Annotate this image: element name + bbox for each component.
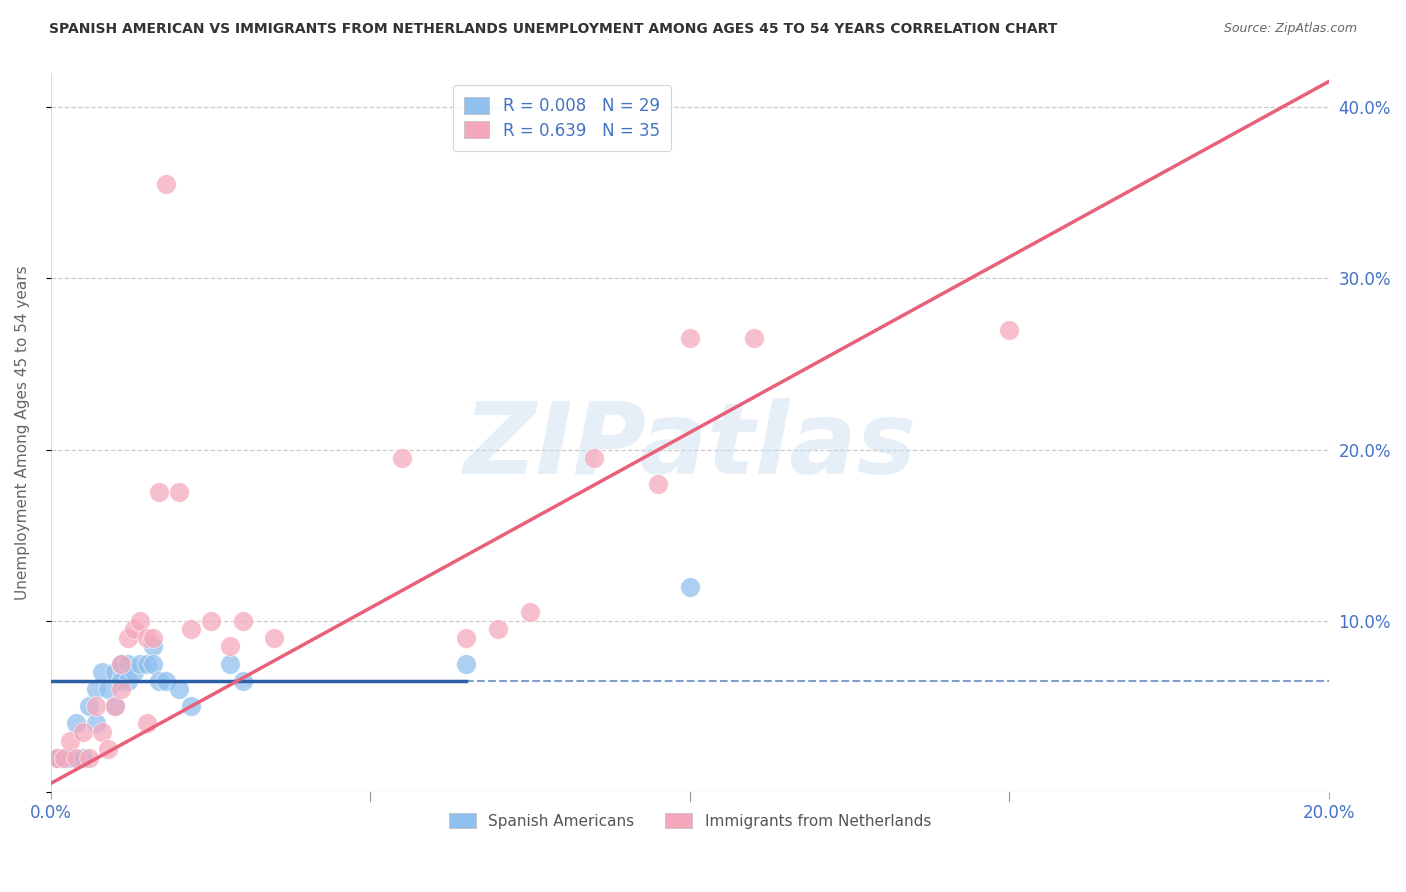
Point (65, 716, 87, 731)
Point (72, 750, 94, 764)
Point (117, 657, 139, 671)
Point (59, 750, 82, 764)
Point (519, 605, 541, 619)
Point (46, 750, 69, 764)
Point (117, 673, 139, 688)
Point (142, 640, 165, 654)
Point (135, 631, 157, 645)
Text: SPANISH AMERICAN VS IMMIGRANTS FROM NETHERLANDS UNEMPLOYMENT AMONG AGES 45 TO 54: SPANISH AMERICAN VS IMMIGRANTS FROM NETH… (49, 22, 1057, 37)
Point (84, 716, 107, 731)
Point (52, 750, 75, 764)
Point (84, 699, 107, 714)
Point (679, 331, 702, 345)
Point (180, 699, 202, 714)
Point (142, 631, 165, 645)
Point (218, 657, 240, 671)
Point (679, 580, 702, 594)
Point (486, 623, 509, 637)
Point (52, 750, 75, 764)
Point (148, 485, 170, 500)
Point (110, 682, 132, 697)
Point (231, 614, 253, 628)
Text: Source: ZipAtlas.com: Source: ZipAtlas.com (1223, 22, 1357, 36)
Point (104, 699, 127, 714)
Point (104, 699, 127, 714)
Point (129, 657, 152, 671)
Point (218, 640, 240, 654)
Point (97, 682, 120, 697)
Point (72, 725, 94, 739)
Text: ZIPatlas: ZIPatlas (463, 399, 917, 495)
Point (742, 331, 765, 345)
Legend: Spanish Americans, Immigrants from Netherlands: Spanish Americans, Immigrants from Nethe… (443, 806, 938, 835)
Point (135, 657, 157, 671)
Y-axis label: Unemployment Among Ages 45 to 54 years: Unemployment Among Ages 45 to 54 years (15, 265, 30, 599)
Point (142, 657, 165, 671)
Point (110, 657, 132, 671)
Point (122, 623, 145, 637)
Point (91, 665, 114, 680)
Point (77, 699, 100, 714)
Point (391, 451, 413, 466)
Point (148, 673, 170, 688)
Point (167, 485, 190, 500)
Point (59, 733, 82, 747)
Point (200, 614, 222, 628)
Point (84, 682, 107, 697)
Point (129, 614, 152, 628)
Point (135, 716, 157, 731)
Point (77, 750, 100, 764)
Point (65, 750, 87, 764)
Point (231, 673, 253, 688)
Point (647, 476, 669, 491)
Point (104, 665, 127, 680)
Point (91, 725, 114, 739)
Point (122, 665, 145, 680)
Point (97, 742, 120, 756)
Point (110, 673, 132, 688)
Point (263, 631, 285, 645)
Point (155, 178, 177, 192)
Point (46, 750, 69, 764)
Point (998, 323, 1021, 337)
Point (180, 623, 202, 637)
Point (582, 451, 605, 466)
Point (167, 682, 190, 697)
Point (456, 631, 478, 645)
Point (456, 657, 478, 671)
Point (117, 631, 139, 645)
Point (155, 673, 177, 688)
Point (110, 657, 132, 671)
